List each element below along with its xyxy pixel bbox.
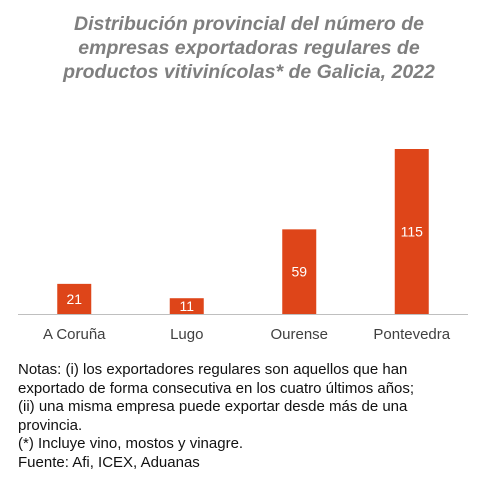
bar-value-label-1: 11 bbox=[179, 298, 194, 314]
note-line-5: (*) Incluye vino, mostos y vinagre. bbox=[18, 435, 244, 452]
note-line-3: (ii) una misma empresa puede exportar de… bbox=[18, 398, 408, 415]
category-label-0: A Coruña bbox=[43, 326, 106, 343]
bar-2 bbox=[282, 229, 317, 314]
chart-title-line-1: Distribución provincial del número de bbox=[74, 13, 424, 35]
category-label-2: Ourense bbox=[270, 326, 328, 343]
chart-title-line-2: empresas exportadoras regulares de bbox=[78, 37, 420, 59]
note-line-1: Notas: (i) los exportadores regulares so… bbox=[18, 361, 408, 378]
note-line-4: provincia. bbox=[18, 416, 83, 434]
chart-notes: Notas: (i) los exportadores regulares so… bbox=[18, 361, 488, 472]
chart-title-line-3: productos vitivinícolas* de Galicia, 202… bbox=[63, 61, 435, 83]
bar-3 bbox=[394, 149, 429, 314]
bar-value-label-3: 115 bbox=[401, 224, 424, 240]
source-line: Fuente: Afi, ICEX, Aduanas bbox=[18, 453, 200, 471]
category-label-3: Pontevedra bbox=[373, 326, 450, 343]
bar-chart: 21 A Coruña 11 Lugo 59 Ourense 115 Pontevedra bbox=[18, 149, 468, 343]
bar-value-label-0: 21 bbox=[66, 291, 82, 307]
note-line-2: exportado de forma consecutiva en los cu… bbox=[18, 379, 415, 397]
chart-title: Distribución provincial del número de em… bbox=[14, 12, 484, 84]
bar-1 bbox=[169, 298, 204, 314]
bar-value-label-2: 59 bbox=[291, 264, 307, 280]
bar-0 bbox=[57, 283, 92, 314]
category-label-1: Lugo bbox=[170, 326, 203, 343]
